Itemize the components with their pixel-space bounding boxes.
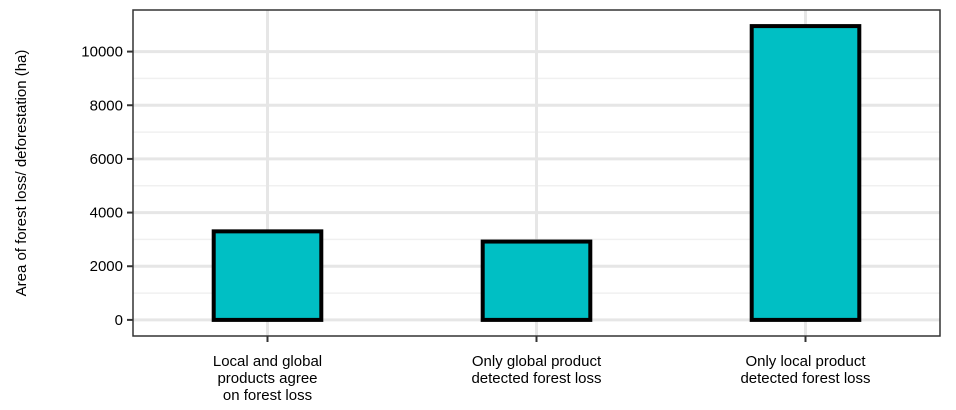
bars [211, 24, 862, 322]
bar [480, 239, 593, 322]
bar [211, 229, 324, 322]
y-tick-label: 2000 [90, 258, 123, 275]
x-tick-label: Local and global products agree on forest … [213, 353, 322, 404]
y-tick-label: 0 [115, 312, 123, 329]
bar [749, 24, 862, 322]
y-tick-label: 4000 [90, 205, 123, 222]
x-axis: Local and global products agree on forest … [213, 336, 871, 404]
y-axis: 0 2000 4000 6000 8000 10000 [81, 44, 133, 329]
y-tick-label: 10000 [81, 44, 123, 61]
x-tick-label: Only local product detected forest loss [740, 353, 870, 387]
y-tick-label: 8000 [90, 97, 123, 114]
y-tick-label: 6000 [90, 151, 123, 168]
y-axis-title: Area of forest loss/ deforestation (ha) [13, 50, 30, 297]
x-tick-label: Only global product detected forest loss [471, 353, 601, 387]
